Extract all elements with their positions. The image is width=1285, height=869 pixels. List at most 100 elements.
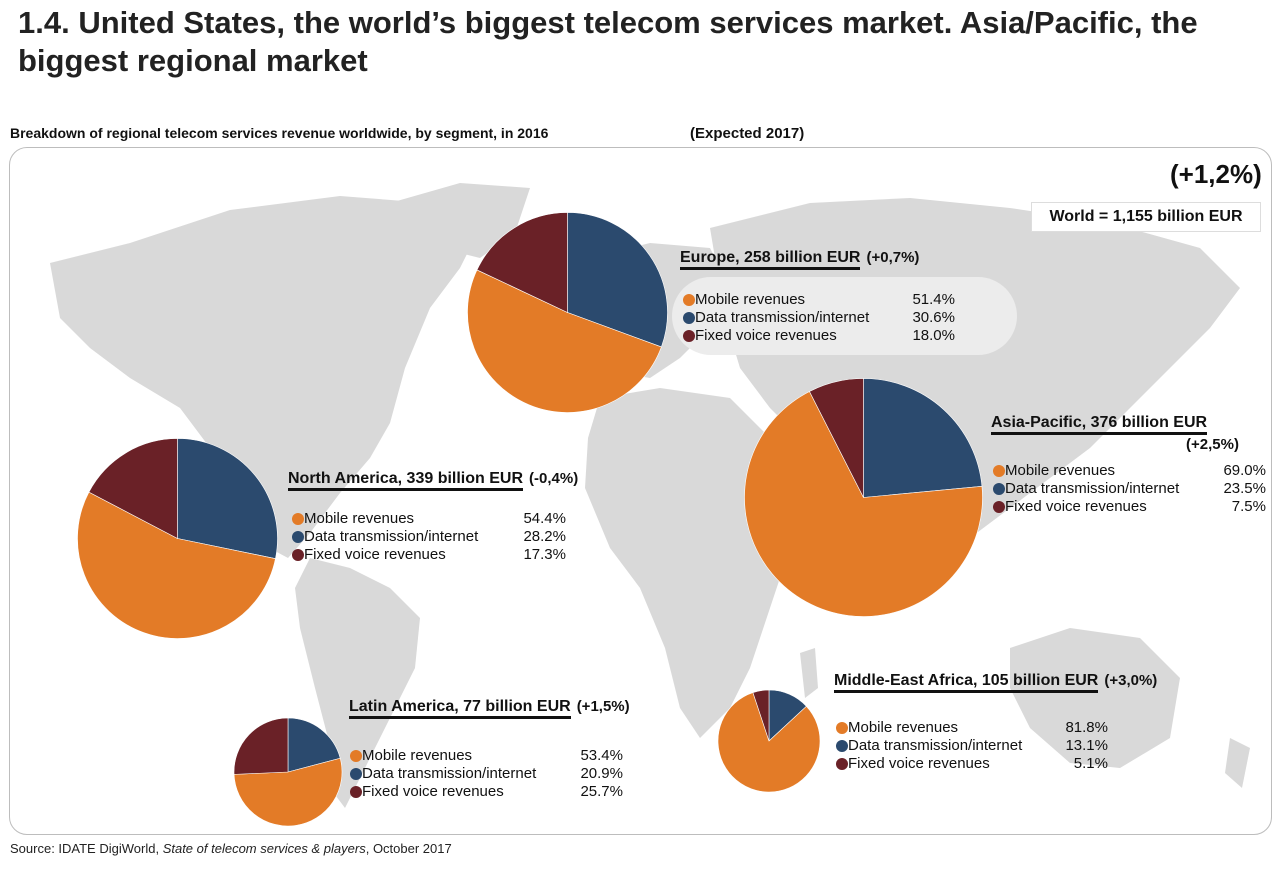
legend-row-data: Data transmission/internet 30.6% bbox=[683, 309, 955, 327]
legend-row-mobile: Mobile revenues 53.4% bbox=[350, 747, 623, 765]
slice-mobile bbox=[233, 757, 343, 827]
region-growth-asia-pacific-wrap: (+2,5%) bbox=[1180, 436, 1239, 454]
legend-row-mobile: Mobile revenues 54.4% bbox=[292, 510, 566, 528]
slice-fixed-voice bbox=[476, 212, 568, 313]
legend-value: 53.4% bbox=[580, 747, 623, 764]
pie-north-america bbox=[77, 438, 278, 639]
region-growth-middle-east-africa: (+3,0%) bbox=[1104, 672, 1158, 689]
slice-mobile bbox=[717, 692, 821, 793]
legend-label: Data transmission/internet bbox=[304, 528, 479, 545]
legend-label: Fixed voice revenues bbox=[362, 783, 504, 800]
slice-mobile bbox=[77, 491, 276, 639]
source-prefix: Source: IDATE DigiWorld, bbox=[10, 841, 163, 856]
fixed-dot-icon bbox=[292, 549, 304, 561]
mobile-dot-icon bbox=[350, 750, 362, 762]
pie-europe bbox=[467, 212, 668, 413]
source-note: Source: IDATE DigiWorld, State of teleco… bbox=[10, 841, 452, 856]
legend-label: Fixed voice revenues bbox=[695, 327, 837, 344]
fixed-dot-icon bbox=[350, 786, 362, 798]
legend-value: 30.6% bbox=[912, 309, 955, 326]
legend-value: 28.2% bbox=[523, 528, 566, 545]
slice-data-transmission bbox=[863, 378, 983, 498]
legend-label: Mobile revenues bbox=[695, 291, 806, 308]
fixed-dot-icon bbox=[993, 501, 1005, 513]
legend-label: Data transmission/internet bbox=[1005, 480, 1180, 497]
legend-row-data: Data transmission/internet 13.1% bbox=[836, 737, 1108, 755]
map-south-america bbox=[295, 558, 420, 808]
legend-label: Mobile revenues bbox=[1005, 462, 1116, 479]
legend-label: Mobile revenues bbox=[304, 510, 415, 527]
slice-data-transmission bbox=[567, 212, 668, 348]
region-growth-europe: (+0,7%) bbox=[866, 249, 920, 266]
legend-value: 51.4% bbox=[912, 291, 955, 308]
data-dot-icon bbox=[683, 312, 695, 324]
legend-label: Data transmission/internet bbox=[695, 309, 870, 326]
map-new-zealand bbox=[1225, 738, 1250, 788]
region-title-north-america: North America, 339 billion EUR (-0,4%) bbox=[288, 470, 579, 491]
legend-label: Fixed voice revenues bbox=[848, 755, 990, 772]
legend-label: Mobile revenues bbox=[362, 747, 473, 764]
legend-row-fixed: Fixed voice revenues 18.0% bbox=[683, 327, 955, 345]
source-title: State of telecom services & players bbox=[162, 841, 366, 856]
slice-data-transmission bbox=[287, 717, 341, 773]
map-greenland bbox=[390, 183, 530, 258]
pie-asia-pacific bbox=[744, 378, 983, 617]
legend-label: Data transmission/internet bbox=[848, 737, 1023, 754]
legend-value: 18.0% bbox=[912, 327, 955, 344]
legend-row-fixed: Fixed voice revenues 17.3% bbox=[292, 546, 566, 564]
legend-value: 25.7% bbox=[580, 783, 623, 800]
page-title: 1.4. United States, the world’s biggest … bbox=[18, 5, 1198, 78]
slice-fixed-voice bbox=[233, 717, 289, 775]
legend-row-data: Data transmission/internet 20.9% bbox=[350, 765, 623, 783]
region-title-middle-east-africa: Middle-East Africa, 105 billion EUR (+3,0… bbox=[834, 672, 1158, 693]
region-name-north-america: North America, 339 billion EUR bbox=[288, 470, 524, 491]
legend-label: Data transmission/internet bbox=[362, 765, 537, 782]
legend-row-mobile: Mobile revenues 51.4% bbox=[683, 291, 955, 309]
legend-asia-pacific: Mobile revenues 69.0% Data transmission/i… bbox=[993, 462, 1266, 516]
region-growth-asia-pacific: (+2,5%) bbox=[1186, 436, 1239, 453]
mobile-dot-icon bbox=[993, 465, 1005, 477]
map-australia bbox=[1010, 628, 1180, 768]
chart-subtitle: Breakdown of regional telecom services r… bbox=[10, 125, 549, 141]
region-name-europe: Europe, 258 billion EUR bbox=[680, 249, 861, 270]
fixed-dot-icon bbox=[836, 758, 848, 770]
legend-row-fixed: Fixed voice revenues 7.5% bbox=[993, 498, 1266, 516]
slice-mobile bbox=[744, 391, 983, 617]
fixed-dot-icon bbox=[683, 330, 695, 342]
legend-value: 54.4% bbox=[523, 510, 566, 527]
legend-row-mobile: Mobile revenues 69.0% bbox=[993, 462, 1266, 480]
legend-value: 13.1% bbox=[1065, 737, 1108, 754]
legend-value: 69.0% bbox=[1223, 462, 1266, 479]
region-title-europe: Europe, 258 billion EUR (+0,7%) bbox=[680, 249, 920, 270]
legend-middle-east-africa: Mobile revenues 81.8% Data transmission/i… bbox=[836, 719, 1108, 773]
map-madagascar bbox=[800, 648, 818, 698]
region-growth-north-america: (-0,4%) bbox=[529, 470, 579, 487]
europe-legend-bubble bbox=[672, 277, 1017, 355]
legend-value: 23.5% bbox=[1223, 480, 1266, 497]
legend-value: 20.9% bbox=[580, 765, 623, 782]
data-dot-icon bbox=[350, 768, 362, 780]
legend-value: 17.3% bbox=[523, 546, 566, 563]
legend-row-data: Data transmission/internet 28.2% bbox=[292, 528, 566, 546]
world-total-badge: World = 1,155 billion EUR bbox=[1031, 202, 1261, 232]
legend-row-fixed: Fixed voice revenues 25.7% bbox=[350, 783, 623, 801]
expected-label: (Expected 2017) bbox=[690, 125, 805, 142]
legend-value: 5.1% bbox=[1073, 755, 1108, 772]
legend-europe: Mobile revenues 51.4% Data transmission/i… bbox=[683, 291, 955, 345]
slice-mobile bbox=[467, 269, 662, 413]
slice-fixed-voice bbox=[752, 689, 770, 742]
region-title-latin-america: Latin America, 77 billion EUR (+1,5%) bbox=[349, 698, 630, 719]
region-name-middle-east-africa: Middle-East Africa, 105 billion EUR bbox=[834, 672, 1099, 693]
legend-label: Fixed voice revenues bbox=[1005, 498, 1147, 515]
data-dot-icon bbox=[292, 531, 304, 543]
legend-row-data: Data transmission/internet 23.5% bbox=[993, 480, 1266, 498]
mobile-dot-icon bbox=[836, 722, 848, 734]
legend-latin-america: Mobile revenues 53.4% Data transmission/i… bbox=[350, 747, 623, 801]
legend-label: Fixed voice revenues bbox=[304, 546, 446, 563]
legend-north-america: Mobile revenues 54.4% Data transmission/i… bbox=[292, 510, 566, 564]
slice-fixed-voice bbox=[809, 378, 864, 498]
region-name-latin-america: Latin America, 77 billion EUR bbox=[349, 698, 571, 719]
legend-value: 81.8% bbox=[1065, 719, 1108, 736]
data-dot-icon bbox=[993, 483, 1005, 495]
legend-label: Mobile revenues bbox=[848, 719, 959, 736]
